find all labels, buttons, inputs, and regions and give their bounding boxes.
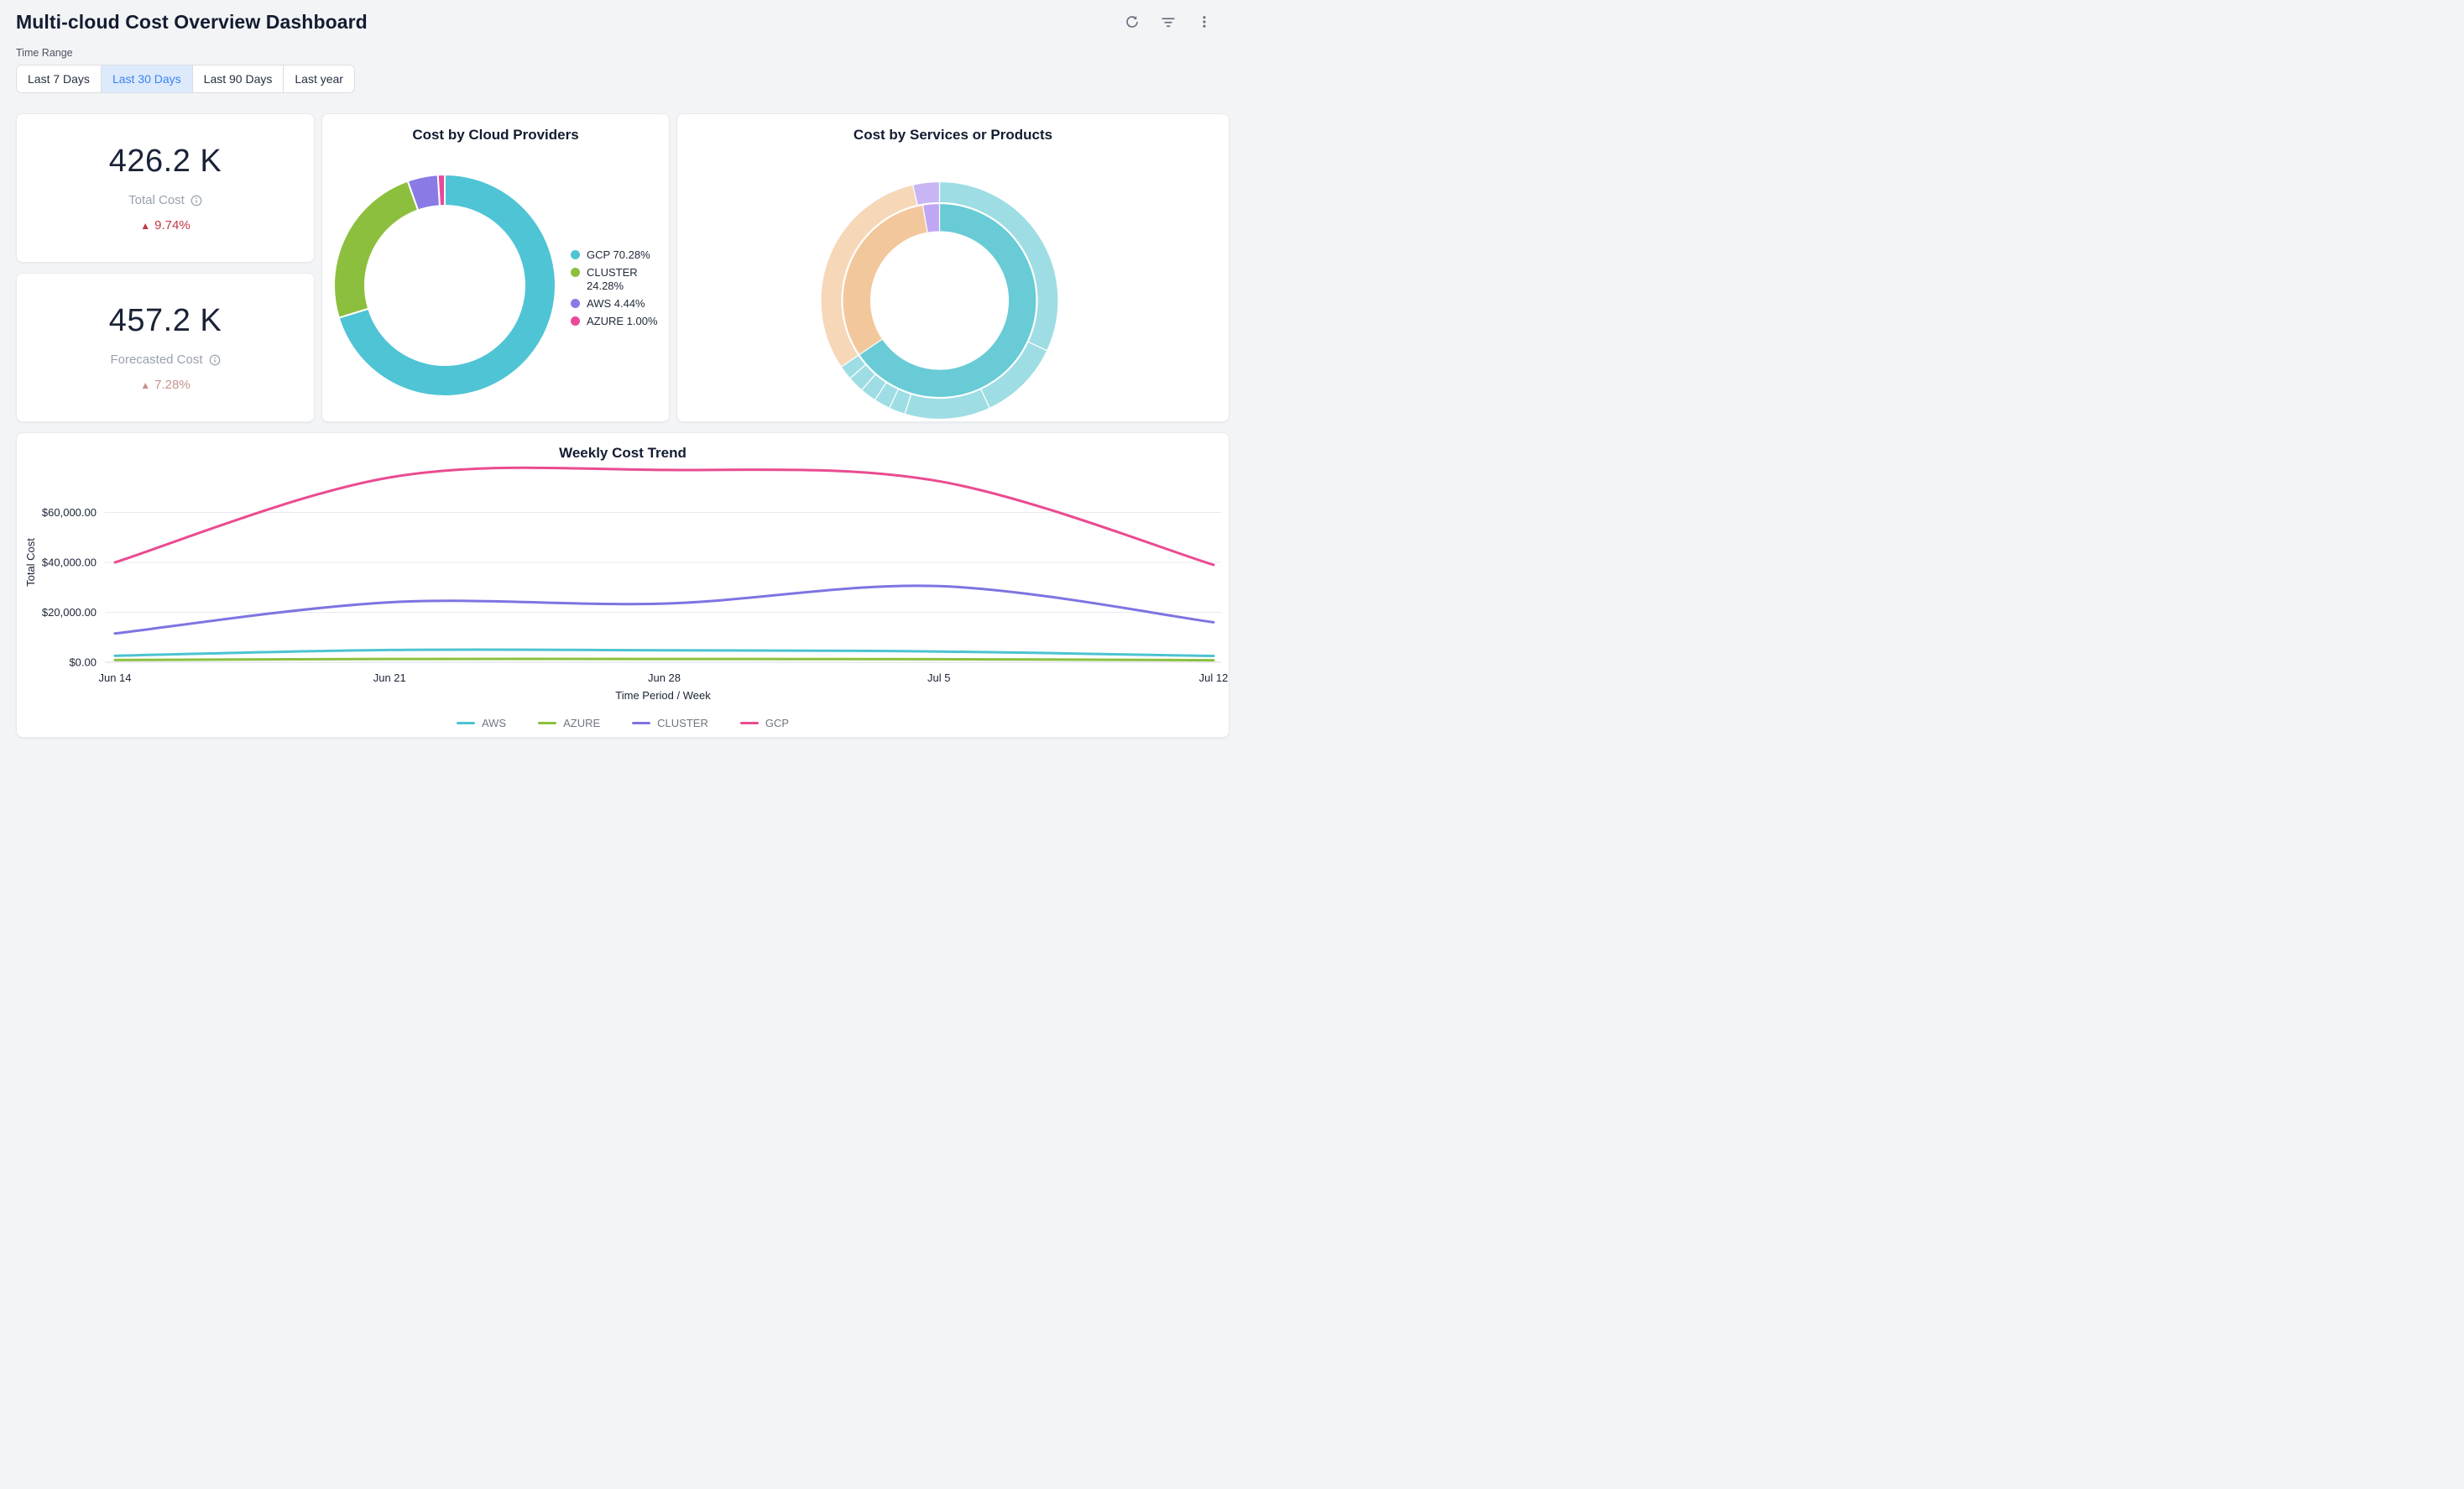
legend-swatch-icon (456, 721, 475, 725)
x-tick-label: Jul 12 (1199, 671, 1229, 684)
refresh-icon[interactable] (1125, 14, 1140, 29)
chart-title: Cost by Cloud Providers (412, 127, 579, 143)
legend-item-AZURE[interactable]: AZURE 1.00% (571, 315, 665, 328)
time-range-last-90-days-button[interactable]: Last 90 Days (192, 65, 285, 92)
y-tick-label: $0.00 (69, 656, 97, 669)
legend-swatch-icon (571, 268, 580, 277)
up-arrow-icon: ▲ (140, 379, 151, 391)
legend-label: AWS 4.44% (587, 297, 645, 310)
kpi-label: Total Cost (128, 193, 185, 207)
legend-label: CLUSTER (657, 717, 708, 729)
up-arrow-icon: ▲ (140, 220, 151, 232)
providers-donut-chart[interactable] (322, 114, 671, 423)
x-tick-label: Jun 28 (648, 671, 681, 684)
chart-title: Weekly Cost Trend (559, 445, 686, 461)
kpi-label: Forecasted Cost (110, 353, 203, 367)
trend-legend-item-GCP[interactable]: GCP (739, 717, 790, 729)
top-grid: 426.2 K Total Cost ▲ 9.74% 457.2 K Foreca… (16, 113, 1229, 422)
kpi-delta-value: 7.28% (154, 378, 191, 392)
toolbar (1125, 14, 1212, 29)
page-title: Multi-cloud Cost Overview Dashboard (16, 11, 368, 33)
time-range-last-30-days-button[interactable]: Last 30 Days (101, 65, 193, 92)
x-axis-title: Time Period / Week (615, 689, 711, 702)
kebab-menu-icon[interactable] (1197, 14, 1212, 29)
legend-swatch-icon (739, 721, 759, 725)
time-range-button-group: Last 7 Days Last 30 Days Last 90 Days La… (16, 65, 355, 93)
legend-swatch-icon (571, 250, 580, 259)
legend-swatch-icon (571, 299, 580, 308)
donut-segment-AZURE[interactable] (436, 173, 446, 207)
x-tick-label: Jun 14 (98, 671, 131, 684)
x-tick-label: Jul 5 (927, 671, 950, 684)
cost-by-services-card: Cost by Services or Products (676, 113, 1229, 422)
y-axis-title: Total Cost (24, 538, 37, 587)
y-tick-label: $60,000.00 (42, 506, 97, 519)
sunburst-inner-segment-0[interactable] (858, 202, 1037, 399)
legend-label: AZURE (563, 717, 601, 729)
total-cost-value: 426.2 K (108, 144, 222, 179)
donut-segment-GCP[interactable] (337, 173, 556, 397)
forecasted-cost-value: 457.2 K (108, 303, 222, 338)
trend-legend-item-AZURE[interactable]: AZURE (538, 717, 600, 729)
legend-label: AZURE 1.00% (587, 315, 658, 327)
y-tick-label: $40,000.00 (42, 556, 97, 569)
dashboard-page: Multi-cloud Cost Overview Dashboard (0, 0, 1232, 744)
time-range-label: Time Range (16, 47, 73, 59)
x-tick-label: Jun 21 (373, 671, 406, 684)
chart-title: Cost by Services or Products (853, 127, 1053, 143)
legend-label: GCP (765, 717, 790, 729)
legend-swatch-icon (632, 721, 651, 725)
weekly-cost-trend-chart[interactable]: $0.00 $20,000.00 $40,000.00 $60,000.00 Jun 1… (17, 433, 1229, 737)
series-line-AZURE[interactable] (113, 657, 1215, 662)
legend-label: AWS (481, 717, 507, 729)
series-line-CLUSTER[interactable] (113, 584, 1215, 635)
info-icon[interactable] (209, 354, 221, 366)
series-line-GCP[interactable] (113, 466, 1215, 567)
forecasted-cost-label-row: Forecasted Cost (110, 353, 220, 367)
total-cost-kpi-card: 426.2 K Total Cost ▲ 9.74% (16, 113, 315, 263)
legend-item-GCP[interactable]: GCP 70.28% (571, 248, 665, 262)
legend-swatch-icon (538, 721, 557, 725)
time-range-last-7-days-button[interactable]: Last 7 Days (17, 65, 102, 92)
legend-swatch-icon (571, 316, 580, 326)
services-sunburst-chart[interactable] (677, 114, 1230, 423)
kpi-delta-0: ▲ 9.74% (140, 218, 190, 232)
trend-legend-item-AWS[interactable]: AWS (456, 717, 507, 729)
total-cost-label-row: Total Cost (128, 193, 202, 207)
trend-legend-item-CLUSTER[interactable]: CLUSTER (632, 717, 708, 729)
filter-icon[interactable] (1161, 14, 1176, 29)
weekly-cost-trend-card: Weekly Cost Trend $0.00 $20,000.00 $40,000… (16, 432, 1229, 738)
kpi-delta-value: 9.74% (154, 218, 191, 232)
cost-by-cloud-providers-card: Cost by Cloud Providers GCP 70.28% CLUSTE… (321, 113, 670, 422)
sunburst-inner-segment-2[interactable] (921, 202, 941, 233)
donut-segment-CLUSTER[interactable] (333, 180, 420, 319)
info-icon[interactable] (191, 195, 202, 206)
app-header: Multi-cloud Cost Overview Dashboard (0, 0, 1232, 34)
trend-legend: AWS AZURE CLUSTER GCP (17, 717, 1229, 729)
forecasted-cost-kpi-card: 457.2 K Forecasted Cost ▲ 7.28% (16, 273, 315, 422)
legend-label: CLUSTER 24.28% (587, 266, 638, 292)
legend-item-AWS[interactable]: AWS 4.44% (571, 297, 665, 311)
series-line-AWS[interactable] (113, 648, 1215, 658)
y-tick-label: $20,000.00 (42, 606, 97, 619)
legend-label: GCP 70.28% (587, 248, 650, 261)
kpi-delta-1: ▲ 7.28% (140, 378, 190, 392)
time-range-last-year-button[interactable]: Last year (284, 65, 354, 92)
legend-item-CLUSTER[interactable]: CLUSTER 24.28% (571, 266, 665, 293)
sunburst-outer-segment-9[interactable] (911, 180, 941, 206)
providers-donut-legend: GCP 70.28% CLUSTER 24.28% AWS 4.44% AZURE 1… (571, 248, 665, 328)
kpi-column: 426.2 K Total Cost ▲ 9.74% 457.2 K Foreca… (16, 113, 315, 422)
